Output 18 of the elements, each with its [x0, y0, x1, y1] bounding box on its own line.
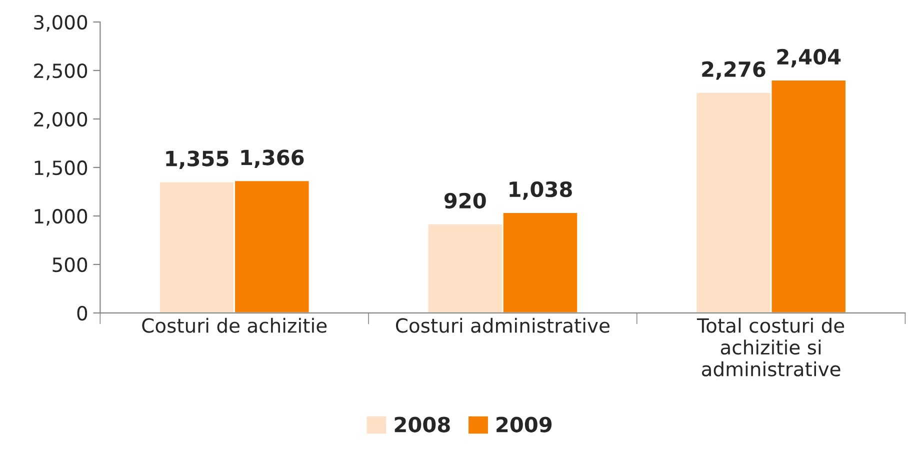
y-tick-label: 3,000	[34, 14, 88, 32]
legend-label: 2008	[394, 416, 450, 432]
data-label: 1,038	[510, 181, 572, 200]
y-tick-label: 500	[52, 257, 88, 272]
data-label: 920	[444, 192, 486, 209]
y-tick-label: 2,500	[34, 63, 88, 80]
x-tick-label: Costuri administrative	[396, 318, 610, 333]
y-tick-label: 1,000	[34, 208, 88, 226]
data-label: 2,276	[702, 61, 766, 80]
data-label: 1,355	[166, 150, 228, 170]
data-label: 2,404	[777, 48, 841, 68]
legend-label: 2009	[496, 416, 552, 432]
y-tick-label: 0	[77, 306, 88, 321]
y-tick-label: 2,000	[34, 112, 88, 129]
x-tick-label: Total costuri de achizitie si administrative	[696, 318, 844, 376]
x-tick-label: Costuri de achizitie	[142, 318, 327, 333]
y-tick-label: 1,500	[34, 160, 88, 178]
data-label: 1,366	[241, 150, 304, 168]
